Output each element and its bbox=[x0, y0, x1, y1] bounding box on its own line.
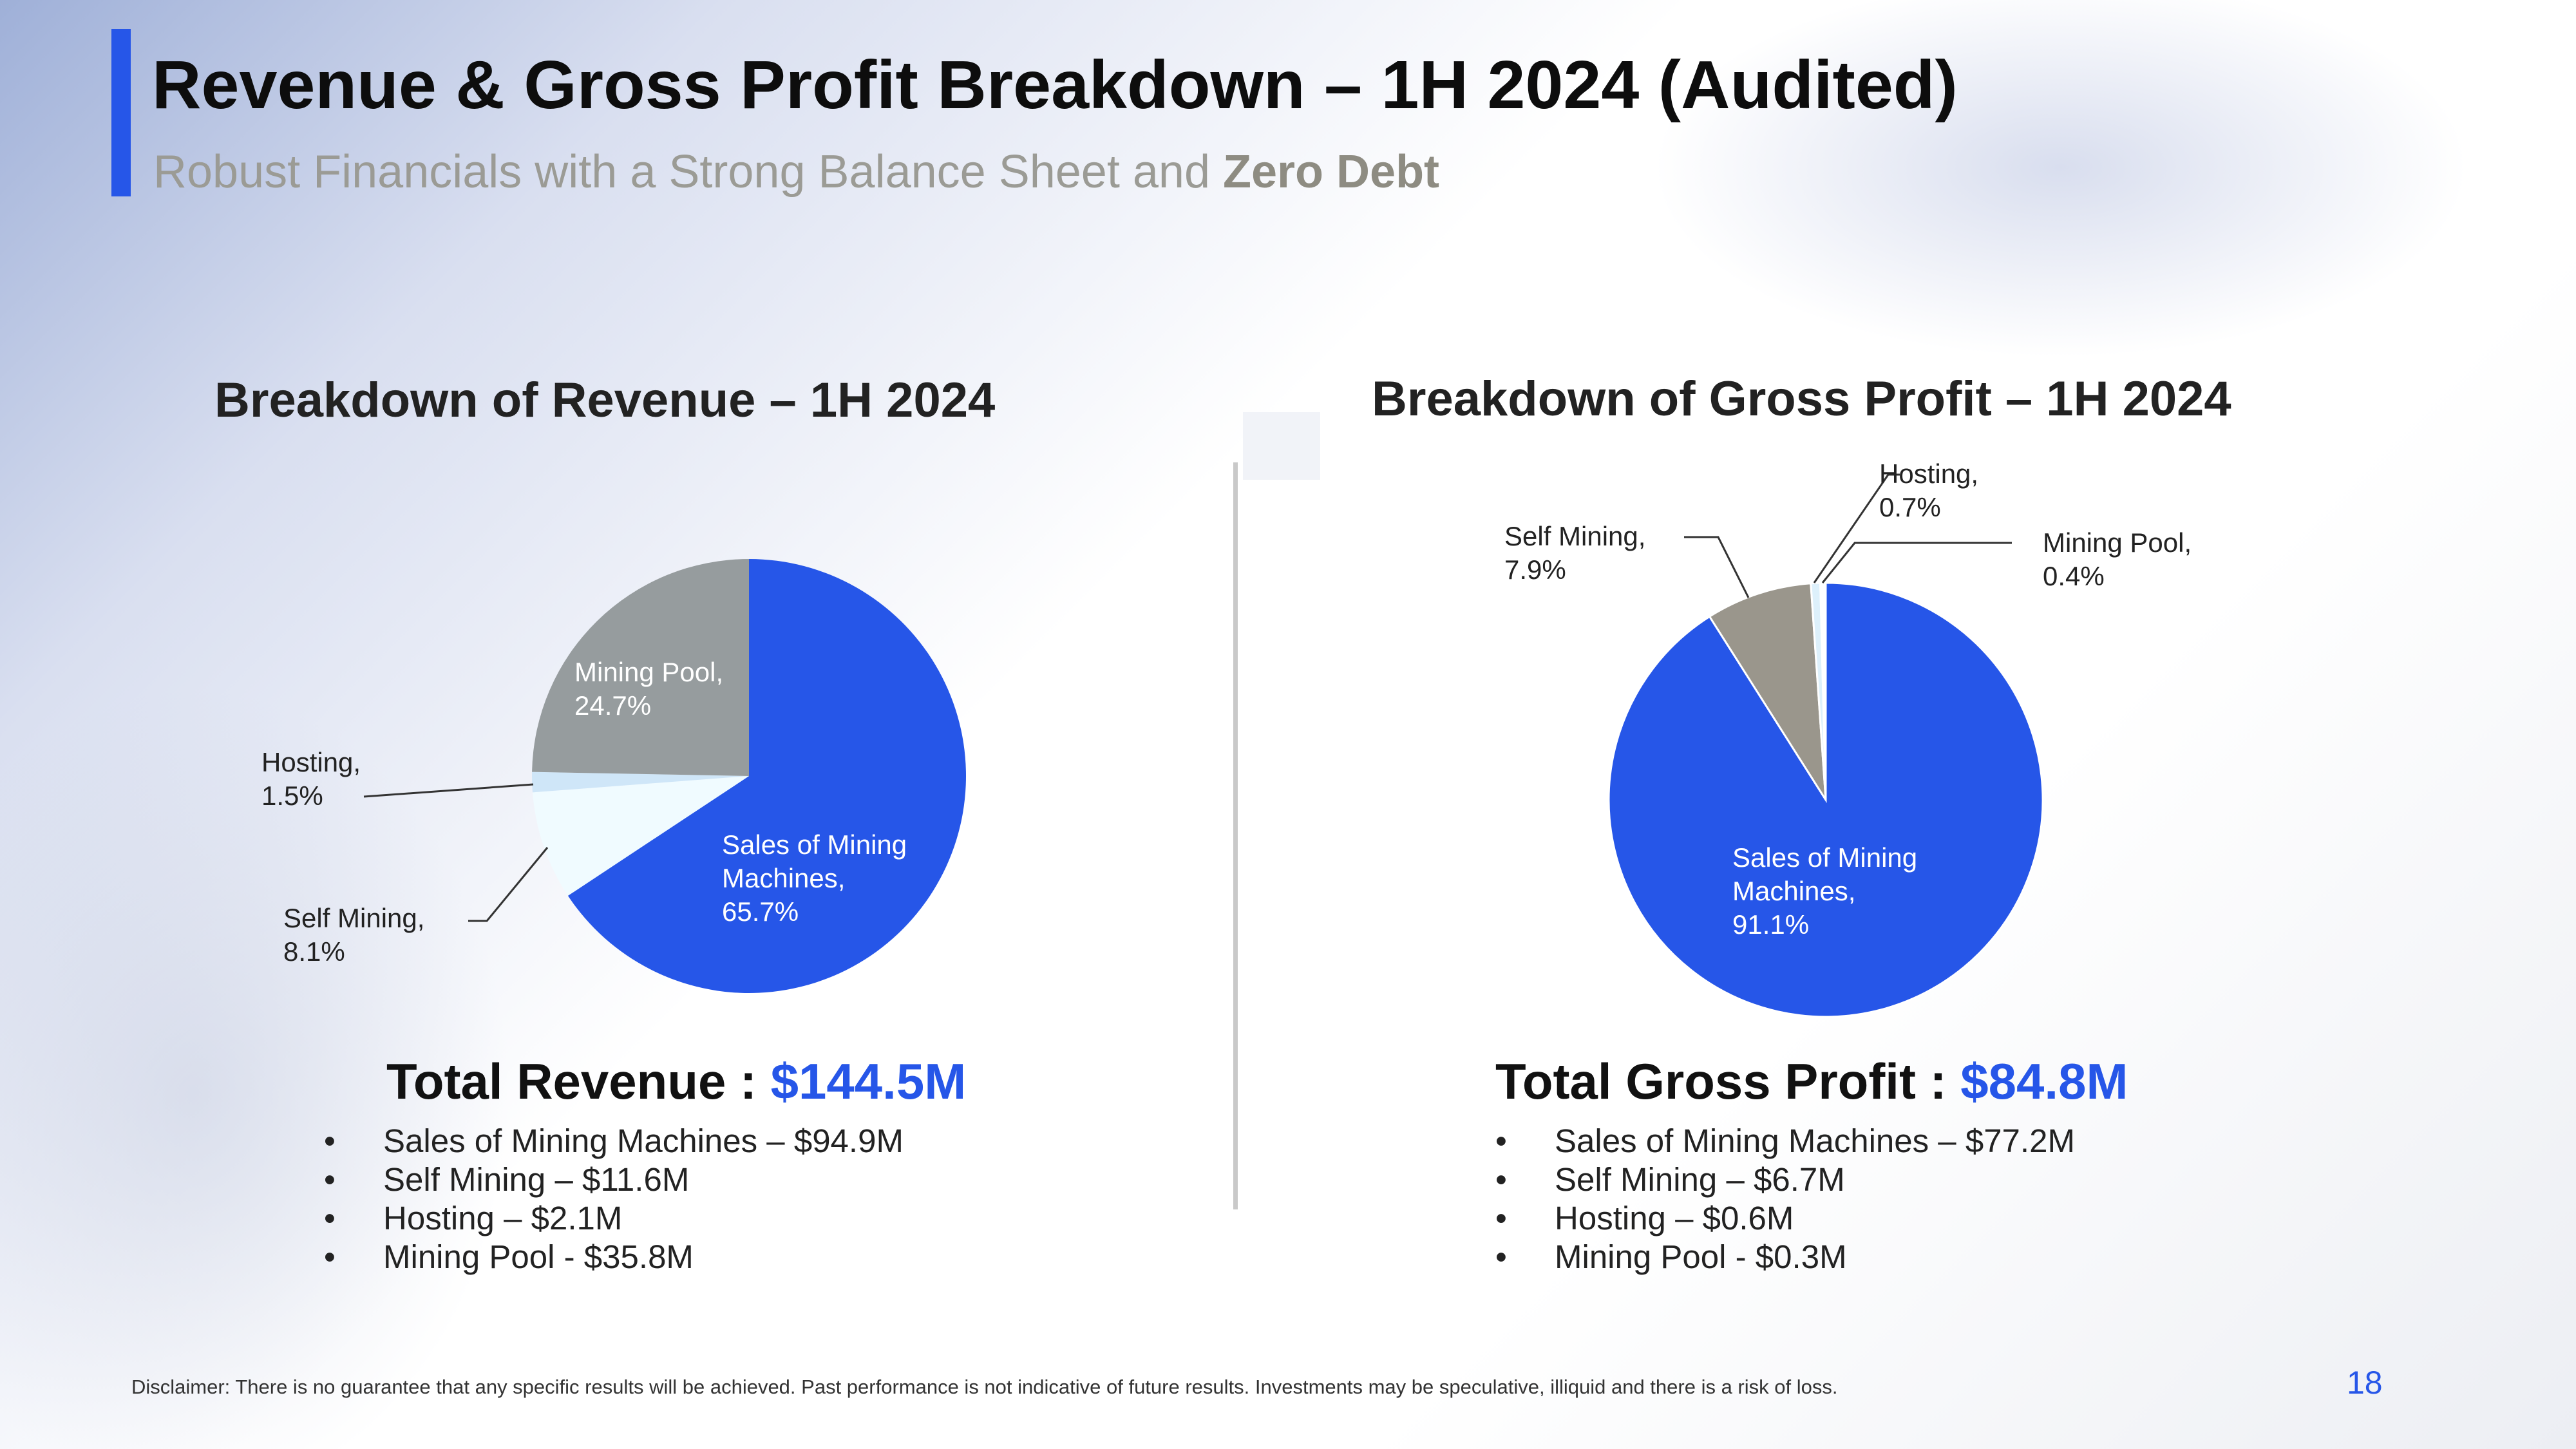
slice-label-mining-pool: Mining Pool, 24.7% bbox=[574, 657, 723, 721]
revenue-chart-title: Breakdown of Revenue – 1H 2024 bbox=[214, 373, 996, 428]
pie-slice-sales-of-mining-machines bbox=[567, 559, 966, 993]
slice-label-sales-of-mining-machines: Sales of Mining Machines, 65.7% bbox=[722, 829, 907, 927]
total-gross-profit-value: $84.8M bbox=[1960, 1053, 2128, 1110]
total-gross-profit: Total Gross Profit : $84.8M bbox=[1495, 1052, 2128, 1111]
pie-slice-self-mining bbox=[532, 776, 749, 896]
slice-label-mining-pool: Mining Pool, 0.4% bbox=[2043, 527, 2192, 591]
slice-label-sales-of-mining-machines: Sales of Mining Machines, 91.1% bbox=[1732, 842, 1917, 940]
list-item: Hosting – $0.6M bbox=[1495, 1199, 2075, 1238]
total-revenue-label: Total Revenue : bbox=[386, 1053, 771, 1110]
pie-slice-mining-pool bbox=[532, 559, 749, 776]
total-gross-profit-label: Total Gross Profit : bbox=[1495, 1053, 1961, 1110]
section-divider bbox=[1233, 462, 1238, 1209]
leader-line bbox=[1821, 542, 2012, 583]
list-item: Self Mining – $11.6M bbox=[324, 1160, 904, 1199]
leader-line bbox=[1813, 473, 1900, 583]
pie-slice-hosting bbox=[532, 772, 749, 793]
total-revenue-value: $144.5M bbox=[770, 1053, 967, 1110]
page-subtitle: Robust Financials with a Strong Balance … bbox=[153, 146, 1439, 198]
gross-profit-chart-title: Breakdown of Gross Profit – 1H 2024 bbox=[1372, 372, 2231, 426]
disclaimer: Disclaimer: There is no guarantee that a… bbox=[131, 1376, 1838, 1398]
page-title: Revenue & Gross Profit Breakdown – 1H 20… bbox=[152, 47, 1958, 123]
list-item: Hosting – $2.1M bbox=[324, 1199, 904, 1238]
slice-label-self-mining: Self Mining, 8.1% bbox=[283, 903, 424, 967]
list-item: Mining Pool - $35.8M bbox=[324, 1238, 904, 1276]
leader-line bbox=[363, 783, 534, 798]
total-revenue: Total Revenue : $144.5M bbox=[386, 1052, 966, 1111]
slice-label-self-mining: Self Mining, 7.9% bbox=[1504, 521, 1645, 585]
page-number: 18 bbox=[2347, 1365, 2383, 1401]
slice-label-hosting: Hosting, 0.7% bbox=[1879, 459, 1978, 522]
slice-label-hosting: Hosting, 1.5% bbox=[261, 747, 361, 811]
gross-profit-breakdown-list: Sales of Mining Machines – $77.2M Self M… bbox=[1495, 1122, 2075, 1276]
list-item: Self Mining – $6.7M bbox=[1495, 1160, 2075, 1199]
list-item: Sales of Mining Machines – $94.9M bbox=[324, 1122, 904, 1160]
title-accent-bar bbox=[111, 29, 131, 196]
decorative-box bbox=[1243, 412, 1320, 480]
leader-line bbox=[468, 847, 549, 922]
list-item: Sales of Mining Machines – $77.2M bbox=[1495, 1122, 2075, 1160]
subtitle-text: Robust Financials with a Strong Balance … bbox=[153, 146, 1223, 198]
subtitle-emphasis: Zero Debt bbox=[1223, 146, 1440, 198]
leader-line bbox=[1684, 536, 1750, 598]
revenue-breakdown-list: Sales of Mining Machines – $94.9M Self M… bbox=[324, 1122, 904, 1276]
pie-slice-self-mining bbox=[1708, 582, 1827, 800]
list-item: Mining Pool - $0.3M bbox=[1495, 1238, 2075, 1276]
